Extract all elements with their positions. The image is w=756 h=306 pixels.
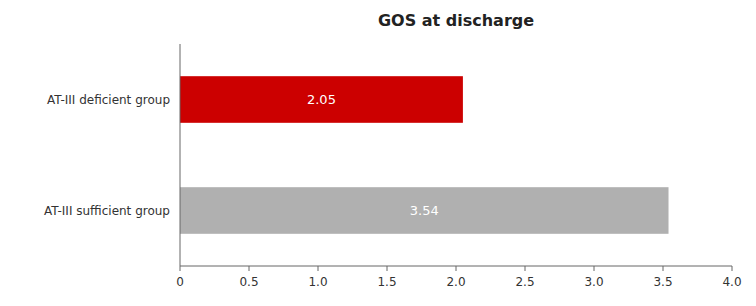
- x-tick-label: 1.0: [308, 275, 327, 289]
- data-labels: 2.05 3.54: [307, 92, 439, 218]
- background: [0, 0, 756, 306]
- x-tick: [663, 266, 664, 271]
- chart: GOS at discharge 0 0.5 1.0 1.5 2.0 2.5 3.0 3.5 4.…: [0, 0, 756, 306]
- x-tick: [732, 266, 733, 271]
- x-tick-label: 3.0: [584, 275, 603, 289]
- data-label: 2.05: [307, 92, 336, 107]
- category-label: AT-III deficient group: [47, 93, 170, 107]
- category-label: AT-III sufficient group: [44, 204, 170, 218]
- x-axis: 0 0.5 1.0 1.5 2.0 2.5 3.0 3.5 4.0: [176, 266, 741, 289]
- x-tick-label: 2.0: [446, 275, 465, 289]
- bars: [180, 76, 669, 234]
- bar: [180, 76, 463, 123]
- bar: [180, 187, 669, 234]
- x-axis-line: [180, 266, 732, 267]
- x-tick-label: 3.5: [653, 275, 672, 289]
- x-tick: [249, 266, 250, 271]
- x-tick-label: 1.5: [377, 275, 396, 289]
- x-tick: [180, 266, 181, 271]
- x-tick-label: 4.0: [722, 275, 741, 289]
- data-label: 3.54: [410, 203, 439, 218]
- x-tick-label: 0: [176, 275, 184, 289]
- x-tick: [318, 266, 319, 271]
- x-tick: [456, 266, 457, 271]
- y-axis-line: [180, 44, 181, 266]
- x-tick-label: 2.5: [515, 275, 534, 289]
- y-axis: AT-III deficient group AT-III sufficient …: [44, 93, 170, 218]
- x-tick-label: 0.5: [239, 275, 258, 289]
- x-tick: [525, 266, 526, 271]
- x-tick: [387, 266, 388, 271]
- x-tick: [594, 266, 595, 271]
- title: GOS at discharge: [378, 11, 534, 30]
